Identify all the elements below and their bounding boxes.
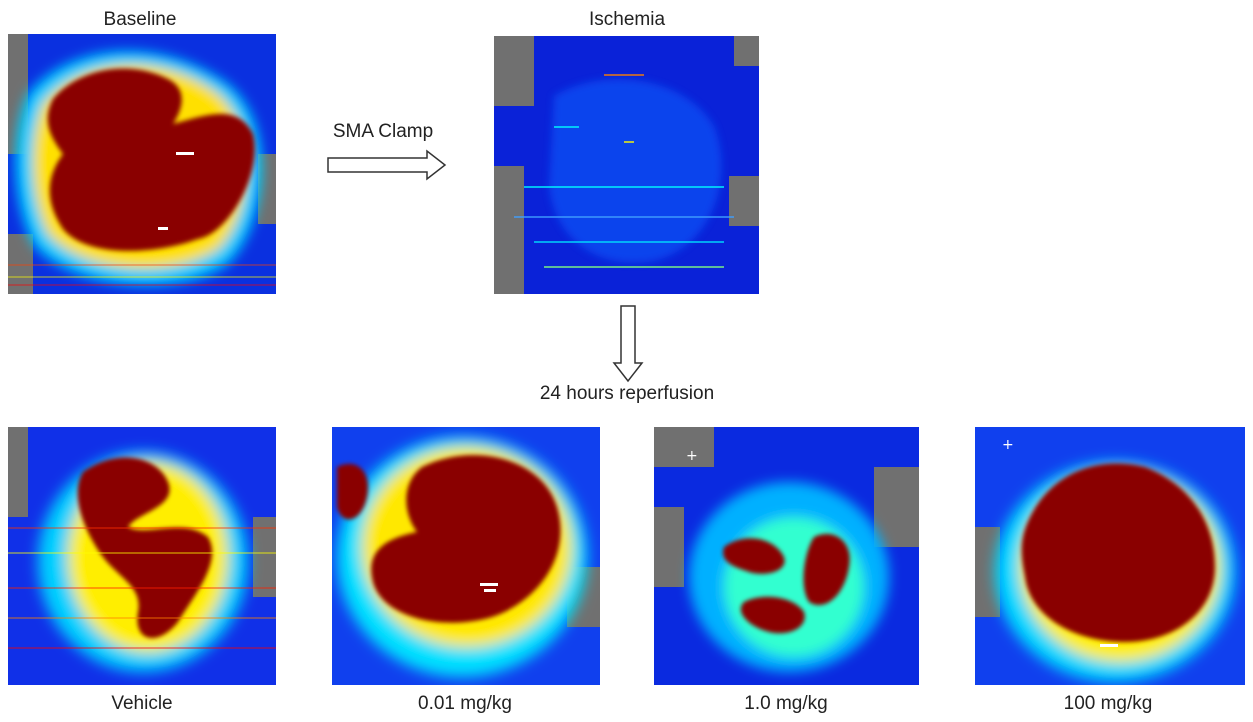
reperfusion-label: 24 hours reperfusion: [539, 383, 715, 404]
baseline-perfusion-image: [8, 34, 276, 294]
dose-10-label: 1.0 mg/kg: [744, 693, 828, 714]
vehicle-perfusion-image: [8, 427, 276, 685]
ischemia-perfusion-image: [494, 36, 759, 294]
dose-10-perfusion-image: +: [654, 427, 919, 685]
down-arrow-icon: [612, 305, 644, 383]
dose-100-perfusion-image: +: [975, 427, 1245, 685]
dose-001-label: 0.01 mg/kg: [418, 693, 512, 714]
right-arrow-icon: [327, 149, 447, 181]
dose-001-perfusion-image: [332, 427, 600, 685]
dose-100-label: 100 mg/kg: [1063, 693, 1153, 714]
svg-text:+: +: [686, 448, 698, 464]
baseline-label: Baseline: [103, 9, 177, 30]
ischemia-label: Ischemia: [588, 9, 666, 30]
svg-text:+: +: [1002, 437, 1014, 453]
sma-clamp-label: SMA Clamp: [332, 121, 434, 142]
vehicle-label: Vehicle: [111, 693, 173, 714]
